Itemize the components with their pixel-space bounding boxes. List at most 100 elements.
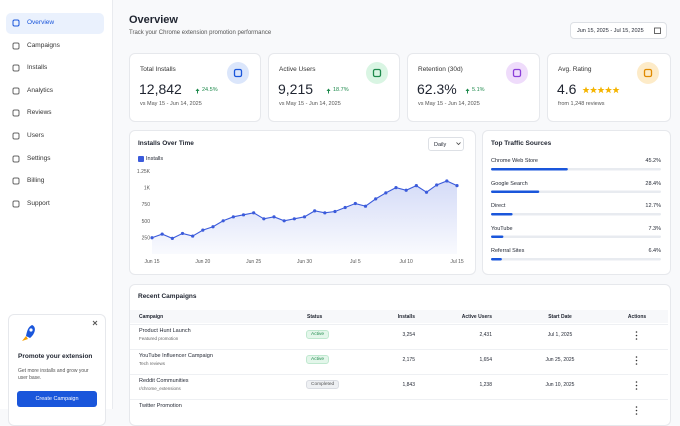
active-users: 2,431	[479, 332, 492, 338]
nav-item[interactable]: Users	[27, 132, 44, 139]
actions-menu[interactable]	[635, 406, 638, 415]
point	[221, 219, 225, 223]
point	[302, 215, 307, 219]
icon	[465, 88, 470, 94]
source-value: 45.2%	[645, 158, 661, 164]
start-date: Jun 10, 2025	[545, 382, 575, 388]
star	[605, 86, 612, 94]
point	[343, 205, 347, 210]
table-title: Recent Campaigns	[138, 293, 197, 300]
nav-item[interactable]: Installs	[27, 64, 48, 72]
star	[597, 86, 605, 94]
promo-card	[8, 314, 106, 426]
nav-item[interactable]: Analytics	[27, 86, 54, 94]
nav-item[interactable]: Billing	[27, 177, 45, 185]
rocket-icon	[22, 325, 35, 341]
campaign-note: r/chrome_extensions	[139, 386, 181, 391]
row-divider	[130, 399, 668, 400]
dot	[635, 356, 638, 358]
nav-icon	[12, 155, 20, 163]
stat-change: 5.1%	[472, 87, 485, 93]
icon	[195, 88, 200, 94]
y-tick-label: 500	[142, 219, 151, 225]
stat-period: vs May 15 - Jun 14, 2025	[418, 101, 480, 107]
active-users: 1,238	[479, 382, 492, 388]
icon-bg	[637, 62, 659, 84]
nav-active-bg	[6, 13, 104, 34]
close-icon[interactable]	[92, 320, 98, 326]
promo-title: Promote your extension	[18, 353, 93, 360]
icon	[12, 42, 20, 50]
status-badge: Completed	[306, 380, 340, 389]
stat-label: Avg. Rating	[558, 66, 592, 73]
stat-change: 18.7%	[333, 87, 349, 93]
column-header: Actions	[627, 314, 647, 320]
campaign-note: Featured promotion	[139, 336, 179, 341]
promo-button[interactable]: Create Campaign	[17, 391, 97, 407]
icon	[456, 142, 461, 146]
bar-track	[491, 258, 661, 261]
point	[231, 215, 235, 219]
nav-item[interactable]: Reviews	[27, 109, 52, 117]
dot	[635, 381, 638, 383]
stat-period: from 1,248 reviews	[558, 101, 605, 107]
actions-menu[interactable]	[635, 331, 638, 340]
nav-item[interactable]: Support	[27, 199, 50, 207]
interval-select[interactable]: Daily	[428, 137, 464, 151]
nav-icon	[12, 177, 20, 185]
installs: 1,843	[402, 382, 415, 388]
source-name: Direct	[491, 203, 506, 209]
icon	[12, 155, 20, 163]
date-picker[interactable]: Jun 15, 2025 - Jul 15, 2025	[570, 22, 667, 39]
page-subtitle: Track your Chrome extension promotion pe…	[129, 30, 272, 36]
table-header-bg	[130, 310, 668, 323]
point	[313, 209, 317, 213]
nav-icon	[12, 64, 20, 72]
dot	[635, 406, 638, 408]
source-value: 12.7%	[645, 203, 661, 209]
column-header: Installs	[397, 314, 415, 320]
up-arrow	[326, 88, 331, 94]
point	[435, 183, 439, 187]
nav-item[interactable]: Campaigns	[27, 41, 60, 49]
campaign-name: Twitter Promotion	[139, 403, 182, 409]
point	[404, 188, 408, 192]
status-badge: Active	[306, 330, 330, 339]
x-tick-label: Jun 15	[144, 259, 159, 265]
bar-track	[491, 213, 661, 216]
icon-bg	[227, 62, 249, 84]
nav-item[interactable]: Overview	[27, 19, 55, 26]
point	[201, 228, 205, 232]
point	[455, 184, 459, 188]
promo-text: Get more installs and grow your user bas…	[18, 368, 89, 381]
stat-label: Active Users	[279, 66, 316, 73]
stat-value: 9,215	[278, 81, 314, 97]
column-header: Campaign	[139, 314, 164, 320]
source-name: Referral Sites	[491, 248, 525, 254]
y-tick-label: 750	[142, 202, 151, 208]
icon	[12, 109, 20, 117]
nav-item[interactable]: Settings	[27, 154, 51, 162]
point	[374, 197, 378, 201]
legend-swatch	[138, 156, 144, 162]
actions-menu[interactable]	[635, 356, 638, 365]
legend-label: Installs	[146, 156, 164, 162]
point	[180, 231, 185, 236]
stat-label: Total Installs	[140, 66, 176, 73]
point	[333, 209, 337, 214]
actions-menu[interactable]	[635, 381, 638, 390]
point	[150, 236, 154, 240]
point	[394, 186, 398, 190]
dot	[635, 359, 638, 362]
star	[612, 86, 620, 94]
dot	[635, 413, 638, 415]
calendar-icon	[654, 27, 661, 34]
campaign-note: Tech reviews	[139, 361, 166, 366]
legend-swatch	[138, 156, 144, 162]
installs: 2,175	[402, 357, 415, 363]
bar-track	[491, 235, 661, 238]
point	[424, 190, 429, 194]
status-badge: Active	[306, 355, 330, 364]
stat-icon	[227, 62, 249, 84]
point	[445, 179, 449, 183]
